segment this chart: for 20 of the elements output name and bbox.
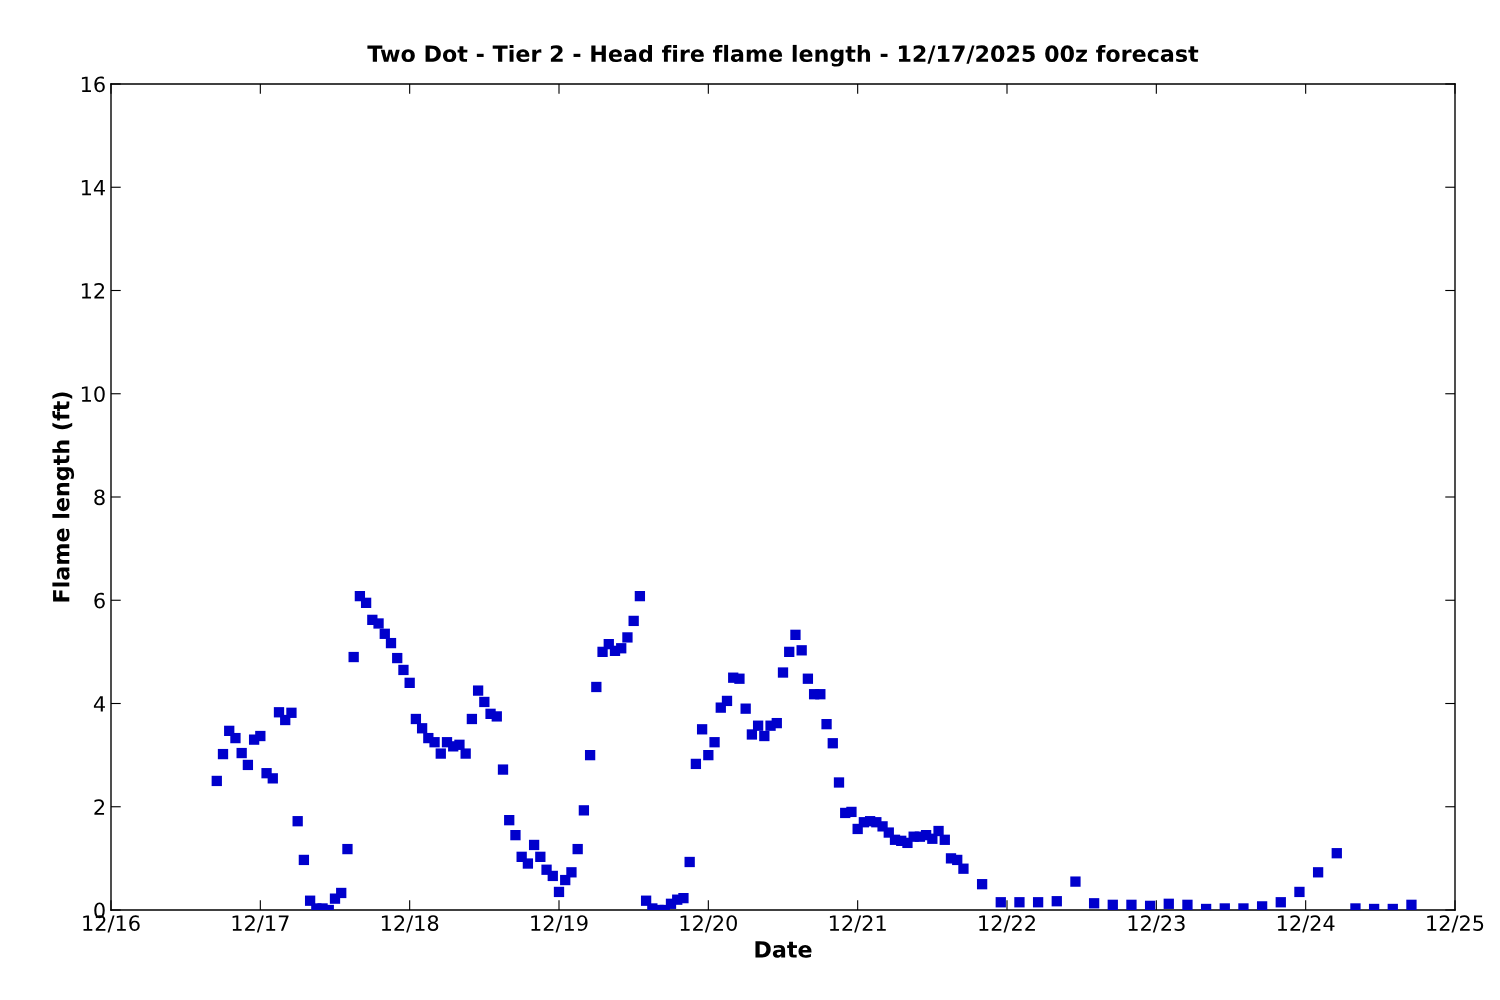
x-tick-label: 12/17	[232, 915, 289, 933]
y-tick-label: 4	[93, 696, 105, 712]
x-tick-label: 12/20	[680, 915, 737, 933]
x-tick-label: 12/24	[1277, 915, 1335, 933]
y-tick-label: 6	[94, 592, 105, 609]
x-axis-title: Date	[755, 941, 812, 958]
x-tick-label: 12/25	[1427, 915, 1484, 933]
y-tick-label: 16	[81, 76, 105, 93]
y-axis-title: Flame length (ft)	[52, 392, 75, 602]
x-tick-label: 12/19	[531, 915, 588, 933]
x-tick-label: 12/23	[1128, 915, 1185, 933]
y-tick-label: 14	[81, 179, 105, 196]
y-tick-label: 8	[94, 489, 105, 506]
y-tick-label: 2	[94, 799, 105, 815]
chart-title: Two Dot - Tier 2 - Head fire flame length - 12/17/2025 00z forecast	[367, 44, 1199, 67]
x-tick-label: 12/22	[979, 915, 1035, 933]
y-tick-label: 10	[81, 386, 105, 402]
x-tick-label: 12/18	[381, 915, 439, 933]
x-tick-label: 12/21	[829, 915, 886, 933]
y-tick-label: 12	[81, 282, 105, 299]
